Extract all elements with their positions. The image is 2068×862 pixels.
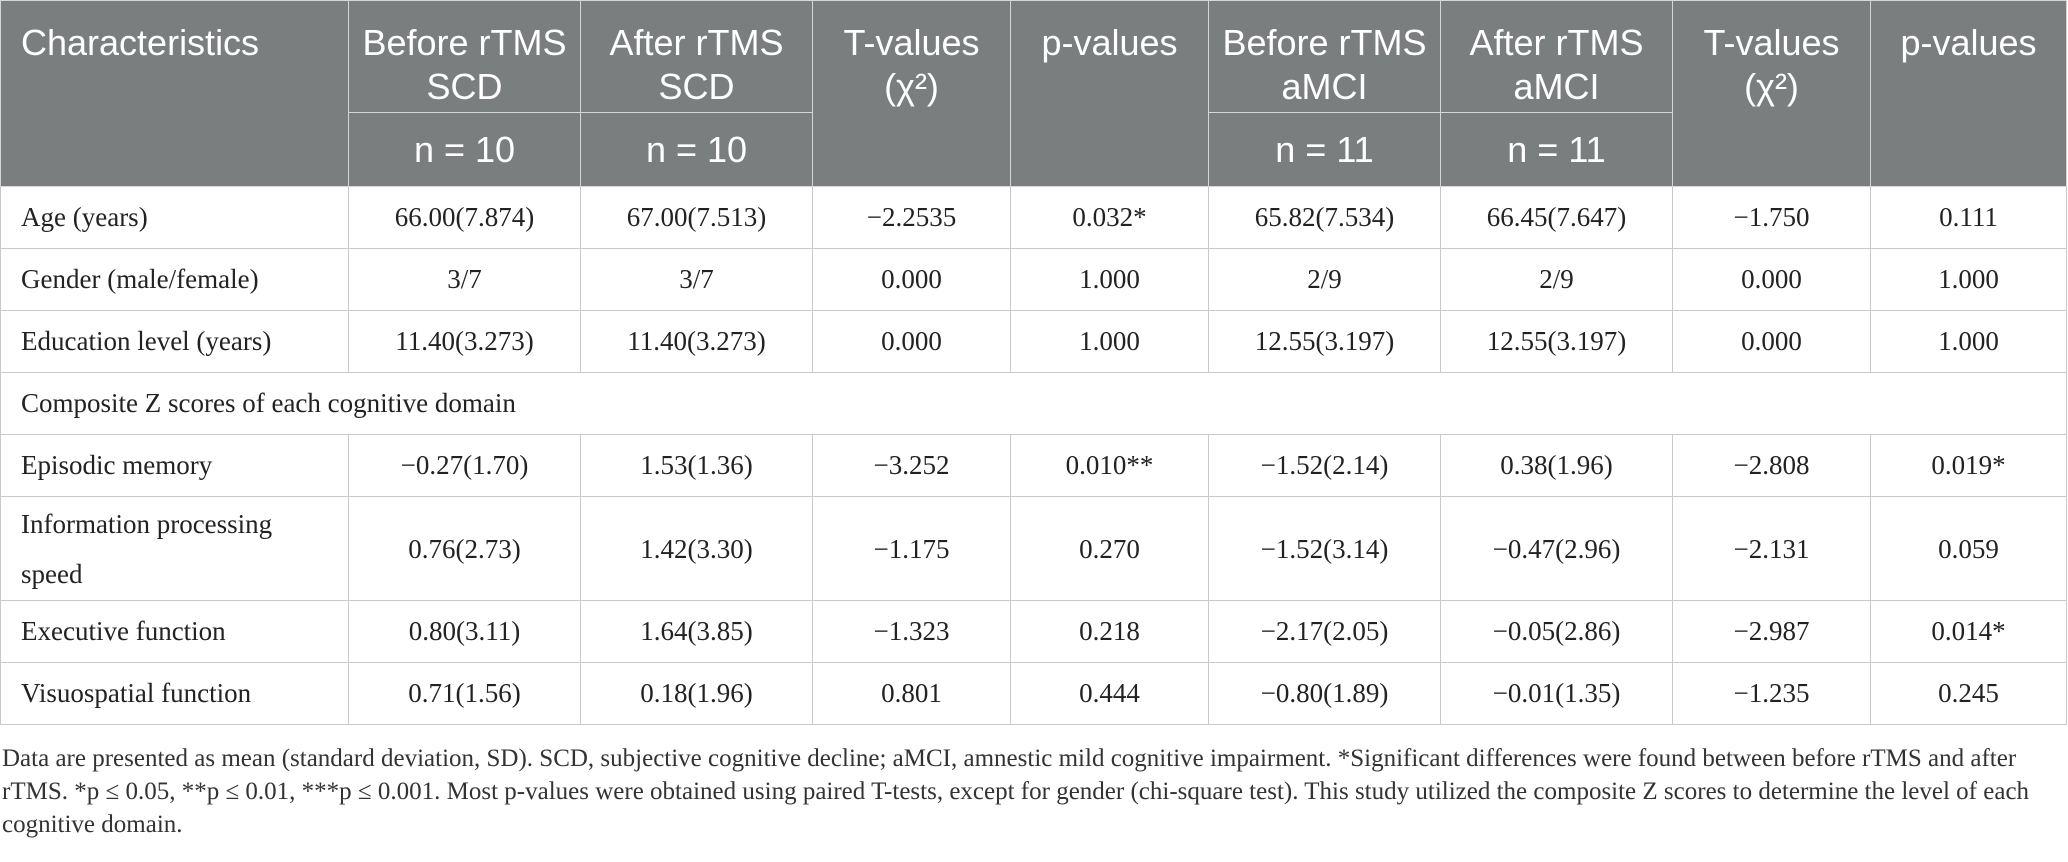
table-cell: 0.014* <box>1870 600 2067 663</box>
table-cell: −2.808 <box>1672 434 1871 497</box>
table-cell: 66.45(7.647) <box>1440 186 1673 249</box>
header-p-values-amci: p-values <box>1870 0 2067 187</box>
table-cell: 65.82(7.534) <box>1208 186 1441 249</box>
table-cell: 0.059 <box>1870 496 2067 601</box>
row-label: Information processing speed <box>0 496 349 601</box>
table-cell: 0.38(1.96) <box>1440 434 1673 497</box>
row-label: Executive function <box>0 600 349 663</box>
table-cell: −2.131 <box>1672 496 1871 601</box>
header-after-rtms-amci: After rTMS aMCI <box>1440 0 1673 113</box>
table-cell: −1.52(3.14) <box>1208 496 1441 601</box>
header-t-values-scd: T-values (χ²) <box>812 0 1011 187</box>
table-cell: 0.801 <box>812 662 1011 725</box>
table-cell: 0.444 <box>1010 662 1209 725</box>
table-cell: 0.032* <box>1010 186 1209 249</box>
table-cell: 3/7 <box>348 248 581 311</box>
row-label: Education level (years) <box>0 310 349 373</box>
table-cell: 2/9 <box>1440 248 1673 311</box>
table-cell: 1.000 <box>1010 310 1209 373</box>
table-cell: −0.27(1.70) <box>348 434 581 497</box>
table-cell: −1.235 <box>1672 662 1871 725</box>
table-cell: 0.000 <box>1672 310 1871 373</box>
table-cell: 0.76(2.73) <box>348 496 581 601</box>
table-row: Executive function 0.80(3.11) 1.64(3.85)… <box>0 600 2067 663</box>
table-cell: 0.245 <box>1870 662 2067 725</box>
header-n-amci-before: n = 11 <box>1208 112 1441 187</box>
row-label: Age (years) <box>0 186 349 249</box>
table-cell: 1.000 <box>1870 310 2067 373</box>
section-row: Composite Z scores of each cognitive dom… <box>0 372 2067 435</box>
table-cell: −2.2535 <box>812 186 1011 249</box>
table-cell: −2.17(2.05) <box>1208 600 1441 663</box>
table-row: Information processing speed 0.76(2.73) … <box>0 496 2067 601</box>
table-cell: 11.40(3.273) <box>348 310 581 373</box>
table-row: Education level (years) 11.40(3.273) 11.… <box>0 310 2067 373</box>
table-footnote: Data are presented as mean (standard dev… <box>2 742 2052 841</box>
table-cell: 0.019* <box>1870 434 2067 497</box>
table-cell: 1.53(1.36) <box>580 434 813 497</box>
table-cell: 0.71(1.56) <box>348 662 581 725</box>
table-cell: −1.175 <box>812 496 1011 601</box>
table-cell: 66.00(7.874) <box>348 186 581 249</box>
table-cell: −0.01(1.35) <box>1440 662 1673 725</box>
table-cell: 11.40(3.273) <box>580 310 813 373</box>
table-cell: 67.00(7.513) <box>580 186 813 249</box>
table-cell: 0.000 <box>812 248 1011 311</box>
row-label: Visuospatial function <box>0 662 349 725</box>
header-p-values-scd: p-values <box>1010 0 1209 187</box>
table-cell: 0.18(1.96) <box>580 662 813 725</box>
table-cell: 2/9 <box>1208 248 1441 311</box>
table-cell: 0.000 <box>812 310 1011 373</box>
table-cell: −0.47(2.96) <box>1440 496 1673 601</box>
header-after-rtms-scd: After rTMS SCD <box>580 0 813 113</box>
table-row: Episodic memory −0.27(1.70) 1.53(1.36) −… <box>0 434 2067 497</box>
table-row: Gender (male/female) 3/7 3/7 0.000 1.000… <box>0 248 2067 311</box>
header-before-rtms-scd: Before rTMS SCD <box>348 0 581 113</box>
table-cell: −2.987 <box>1672 600 1871 663</box>
table-cell: 0.80(3.11) <box>348 600 581 663</box>
table-cell: −0.05(2.86) <box>1440 600 1673 663</box>
table-cell: 1.000 <box>1870 248 2067 311</box>
table-cell: 1.000 <box>1010 248 1209 311</box>
table-row: Age (years) 66.00(7.874) 67.00(7.513) −2… <box>0 186 2067 249</box>
table-cell: 0.010** <box>1010 434 1209 497</box>
table-cell: 0.000 <box>1672 248 1871 311</box>
table-cell: 0.111 <box>1870 186 2067 249</box>
results-table: Characteristics Before rTMS SCD After rT… <box>0 0 2067 725</box>
header-n-amci-after: n = 11 <box>1440 112 1673 187</box>
table-cell: −1.323 <box>812 600 1011 663</box>
table-cell: −1.750 <box>1672 186 1871 249</box>
header-t-values-amci: T-values (χ²) <box>1672 0 1871 187</box>
table-row: Visuospatial function 0.71(1.56) 0.18(1.… <box>0 662 2067 725</box>
table-cell: 0.270 <box>1010 496 1209 601</box>
header-n-scd-after: n = 10 <box>580 112 813 187</box>
row-label: Gender (male/female) <box>0 248 349 311</box>
header-characteristics: Characteristics <box>0 0 349 187</box>
header-n-scd-before: n = 10 <box>348 112 581 187</box>
row-label: Episodic memory <box>0 434 349 497</box>
table-cell: −1.52(2.14) <box>1208 434 1441 497</box>
table-cell: 12.55(3.197) <box>1440 310 1673 373</box>
table-cell: 1.42(3.30) <box>580 496 813 601</box>
footnote-text: Data are presented as mean (standard dev… <box>2 745 2030 838</box>
section-label: Composite Z scores of each cognitive dom… <box>0 372 2067 435</box>
header-before-rtms-amci: Before rTMS aMCI <box>1208 0 1441 113</box>
table-cell: −3.252 <box>812 434 1011 497</box>
table-cell: 12.55(3.197) <box>1208 310 1441 373</box>
table-cell: 3/7 <box>580 248 813 311</box>
table-cell: 0.218 <box>1010 600 1209 663</box>
table-cell: −0.80(1.89) <box>1208 662 1441 725</box>
table-cell: 1.64(3.85) <box>580 600 813 663</box>
